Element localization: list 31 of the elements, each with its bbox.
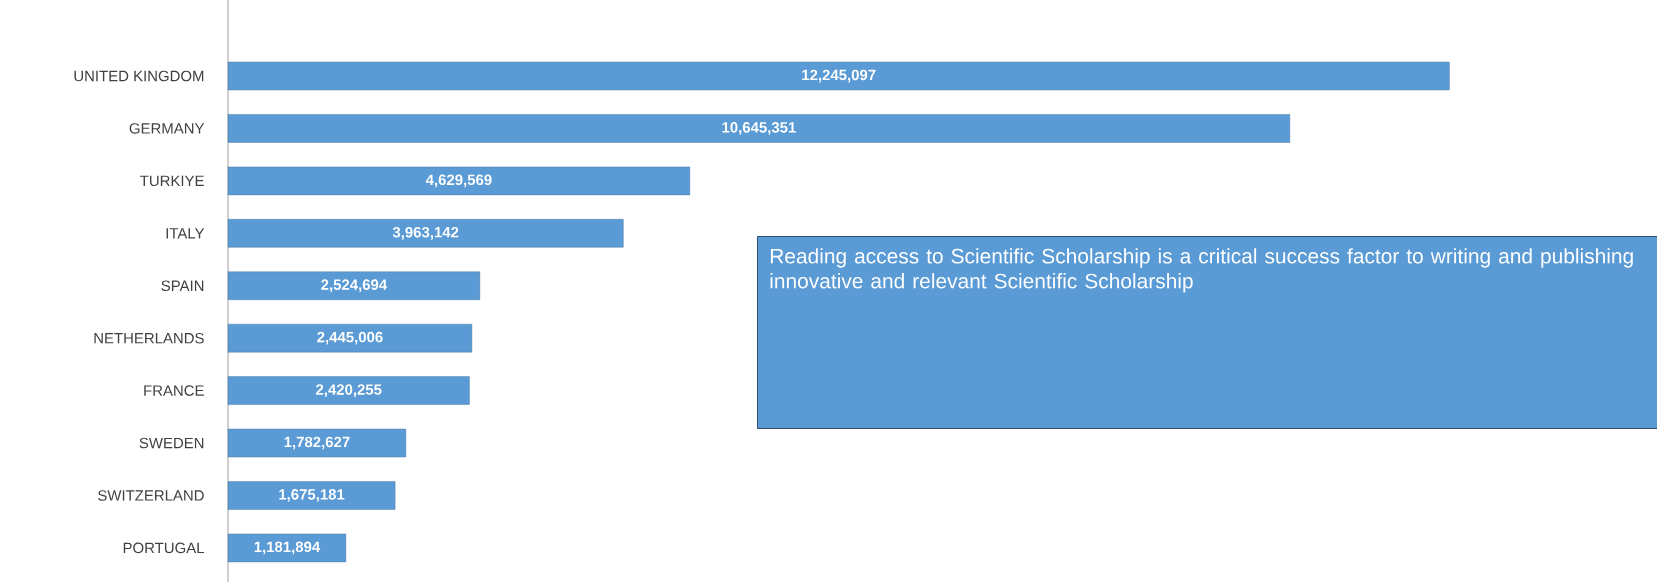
- data-label: 2,524,694: [321, 279, 388, 293]
- bar: [227, 61, 1450, 91]
- bar: [227, 114, 1291, 143]
- data-label: 10,645,351: [722, 122, 796, 135]
- data-label: 1,181,894: [254, 541, 321, 555]
- bar: [227, 323, 473, 353]
- bar: [227, 533, 347, 563]
- y-tick-label: PORTUGAL: [123, 542, 204, 554]
- bar: [227, 376, 470, 405]
- annotation: Reading access to Scientific Scholarship is a critical success factor to writing and publishing innovative and relevant Scientific Scholarship: [770, 248, 1633, 293]
- data-label: 4,629,569: [425, 174, 492, 188]
- y-tick-label: FRANCE: [144, 385, 204, 396]
- y-tick-label: NETHERLANDS: [94, 332, 204, 344]
- data-label: 1,782,627: [284, 436, 350, 450]
- data-label: 12,245,097: [802, 69, 876, 83]
- y-tick-label: SWEDEN: [139, 437, 204, 449]
- y-tick-label: TURKIYE: [140, 175, 204, 187]
- y-tick-label: UNITED KINGDOM: [74, 70, 204, 82]
- bar: [227, 219, 624, 248]
- data-label: 1,675,181: [279, 489, 345, 502]
- y-tick-label: SPAIN: [161, 280, 204, 292]
- bar: [227, 166, 690, 196]
- data-label: 2,420,255: [315, 384, 382, 397]
- bar: [227, 271, 481, 300]
- y-tick-label: SWITZERLAND: [98, 490, 204, 501]
- bar: [227, 428, 407, 458]
- y-tick-label: GERMANY: [129, 123, 205, 134]
- bar: [227, 481, 396, 510]
- y-tick-label: ITALY: [166, 228, 205, 239]
- data-label: 3,963,142: [392, 226, 459, 240]
- data-label: 2,445,006: [317, 331, 383, 345]
